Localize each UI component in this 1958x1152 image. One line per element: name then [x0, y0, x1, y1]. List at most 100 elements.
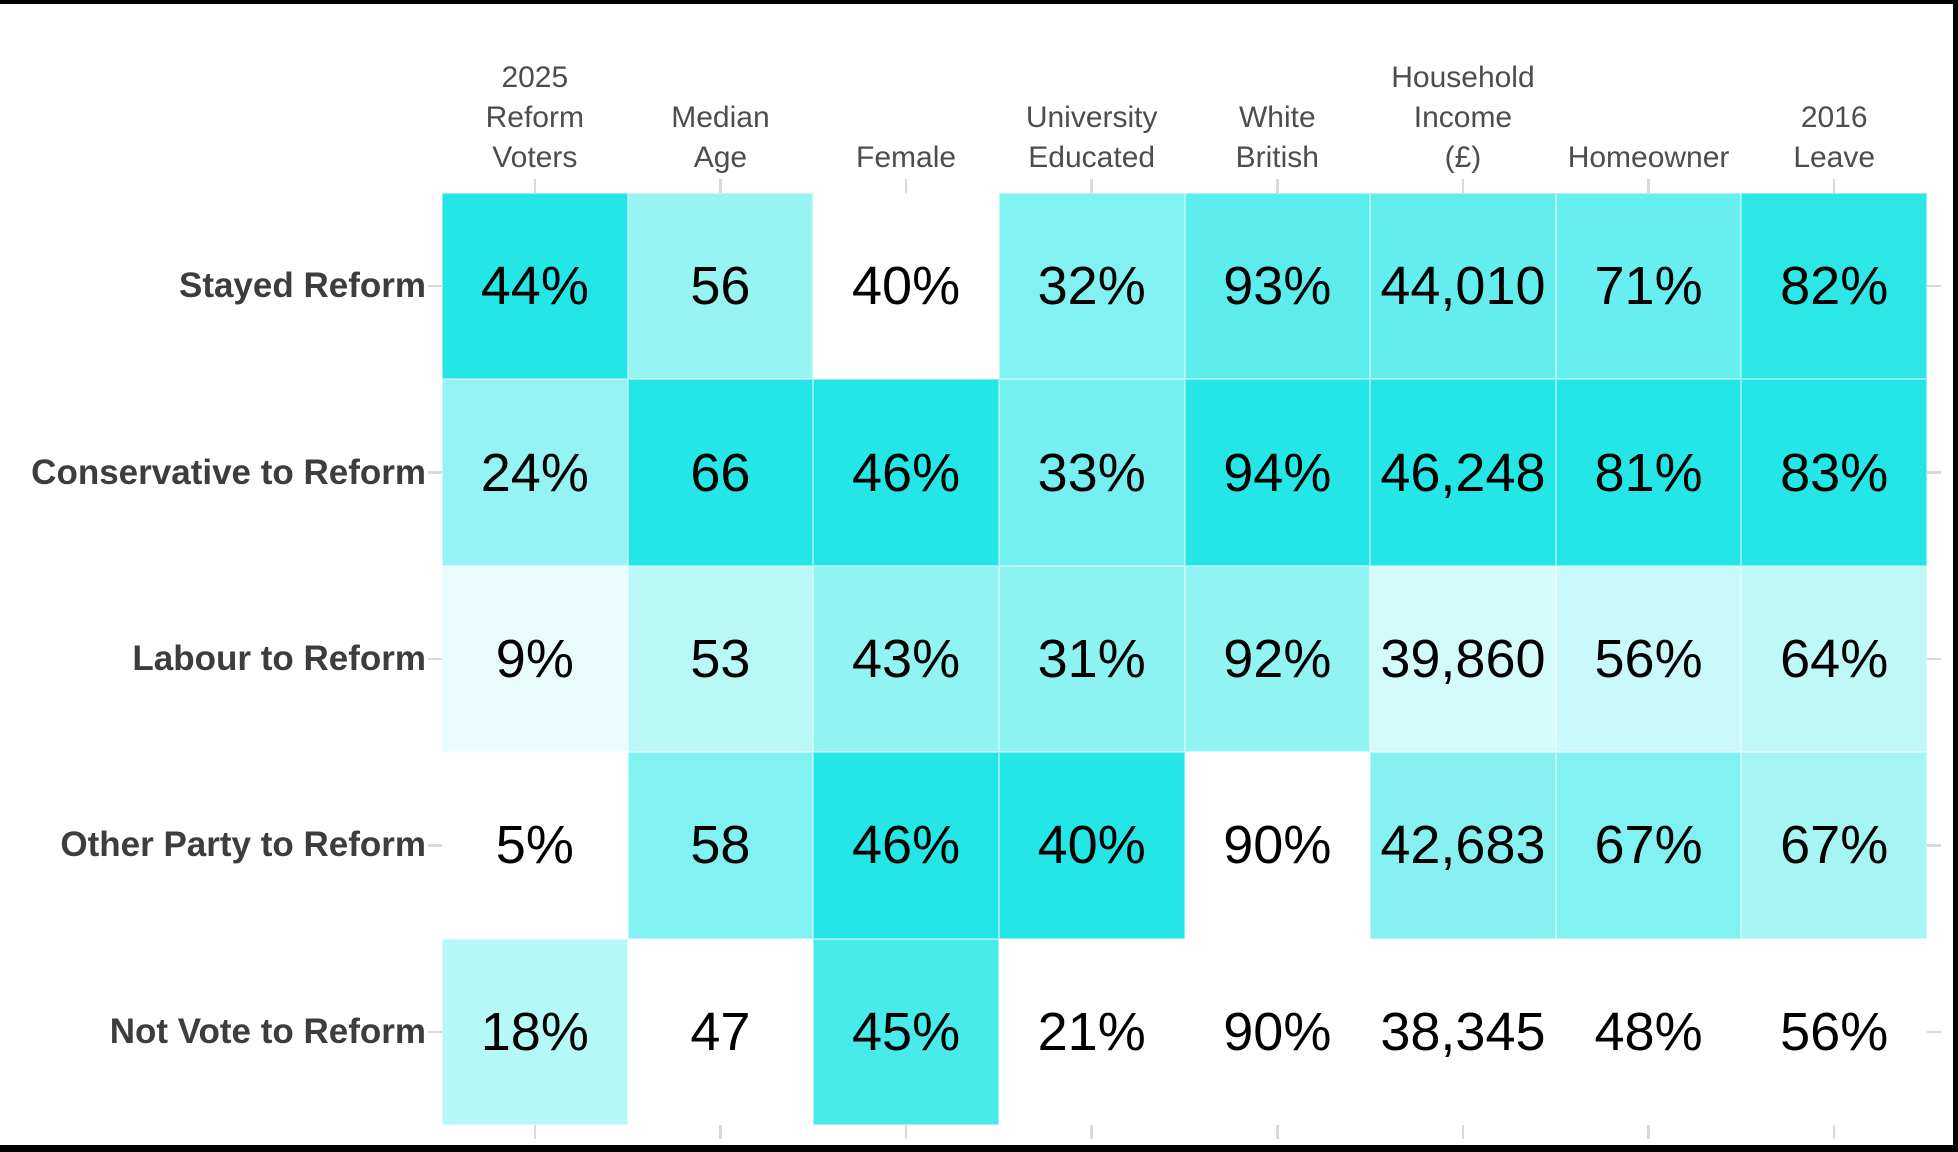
y-axis-right-tick: [1927, 844, 1941, 847]
heatmap-cell-r1-c1: 66: [627, 379, 814, 566]
column-header-2: Female: [773, 30, 1039, 178]
heatmap-cell-r3-c7: 67%: [1741, 752, 1927, 939]
row-label-text: Conservative to Reform: [31, 452, 426, 492]
screenshot-border-right: [1953, 0, 1958, 1152]
heatmap-cell-r3-c2: 46%: [813, 752, 999, 939]
cell-value: 67%: [1780, 815, 1889, 876]
cell-value: 40%: [852, 256, 961, 317]
screenshot-border-top: [0, 0, 1958, 4]
y-axis-left-tick: [428, 1030, 442, 1034]
cell-value: 46%: [852, 815, 961, 876]
heatmap-cell-r3-c0: 5%: [442, 752, 628, 939]
row-label-1: Conservative to Reform: [0, 379, 426, 565]
cell-value: 56%: [1594, 628, 1703, 689]
cell-value: 44%: [480, 256, 589, 317]
cell-value: 38,345: [1380, 1001, 1546, 1062]
cell-value: 9%: [495, 628, 574, 689]
row-label-4: Not Vote to Reform: [0, 939, 426, 1125]
heatmap-cell-r0-c1: 56: [627, 193, 814, 380]
x-axis-bottom-tick: [1832, 1125, 1836, 1139]
x-axis-bottom-tick: [1090, 1125, 1093, 1139]
column-header-6: Homeowner: [1516, 30, 1782, 178]
cell-value: 43%: [852, 628, 961, 689]
heatmap-cell-r2-c0: 9%: [442, 565, 628, 753]
x-axis-top-tick: [1647, 179, 1650, 193]
column-header-line: Median: [671, 101, 770, 134]
column-header-3: University Educated: [959, 30, 1225, 178]
heatmap-cell-r4-c0: 18%: [442, 938, 628, 1125]
heatmap-cell-r4-c4: 90%: [1184, 938, 1371, 1125]
row-label-text: Labour to Reform: [132, 638, 426, 678]
heatmap-cell-r4-c5: 38,345: [1370, 938, 1556, 1125]
heatmap-cell-r4-c1: 47: [627, 938, 814, 1125]
x-axis-top-tick: [533, 179, 537, 193]
heatmap-cell-r4-c3: 21%: [998, 938, 1185, 1125]
cell-value: 81%: [1594, 442, 1703, 503]
column-header-line: British: [1235, 141, 1319, 174]
cell-value: 82%: [1780, 256, 1889, 317]
cell-value: 56%: [1780, 1001, 1889, 1062]
column-header-7: 2016 Leave: [1701, 30, 1958, 178]
heatmap-cell-r1-c0: 24%: [442, 379, 628, 566]
cell-value: 64%: [1780, 628, 1889, 689]
y-axis-right-tick: [1927, 657, 1941, 661]
heatmap-cell-r0-c7: 82%: [1741, 193, 1927, 380]
cell-value: 66: [690, 442, 751, 503]
heatmap-cell-r4-c2: 45%: [813, 938, 999, 1125]
cell-value: 42,683: [1380, 815, 1546, 876]
column-header-line: Homeowner: [1567, 141, 1730, 174]
cell-value: 18%: [480, 1001, 589, 1062]
heatmap-cell-r1-c2: 46%: [813, 379, 999, 566]
heatmap-cell-r1-c4: 94%: [1184, 379, 1371, 566]
heatmap-cell-r1-c6: 81%: [1555, 379, 1742, 566]
row-label-0: Stayed Reform: [0, 193, 426, 379]
heatmap-cell-r3-c4: 90%: [1184, 752, 1371, 939]
heatmap-cell-r0-c6: 71%: [1555, 193, 1742, 380]
cell-value: 94%: [1223, 442, 1332, 503]
heatmap-cell-r4-c6: 48%: [1555, 938, 1742, 1125]
column-header-line: 2025: [501, 61, 569, 94]
column-header-line: White: [1238, 101, 1316, 134]
y-axis-right-tick: [1927, 284, 1941, 288]
x-axis-bottom-tick: [1647, 1125, 1650, 1139]
y-axis-left-tick: [428, 844, 442, 847]
cell-value: 46%: [852, 442, 961, 503]
heatmap-cell-r2-c6: 56%: [1555, 565, 1742, 753]
cell-value: 48%: [1594, 1001, 1703, 1062]
row-label-text: Not Vote to Reform: [109, 1011, 426, 1051]
column-header-4: White British: [1145, 30, 1411, 178]
column-header-line: University: [1025, 101, 1158, 134]
row-label-2: Labour to Reform: [0, 566, 426, 752]
heatmap-cell-r3-c3: 40%: [998, 752, 1185, 939]
cell-value: 83%: [1780, 442, 1889, 503]
cell-value: 92%: [1223, 628, 1332, 689]
cell-value: 47: [690, 1001, 751, 1062]
cell-value: 93%: [1223, 256, 1332, 317]
x-axis-top-tick: [1832, 179, 1836, 193]
heatmap-cell-r2-c5: 39,860: [1370, 565, 1556, 753]
cell-value: 53: [690, 628, 751, 689]
cell-value: 44,010: [1380, 256, 1546, 317]
heatmap-cell-r4-c7: 56%: [1741, 938, 1927, 1125]
heatmap-cell-r3-c1: 58: [627, 752, 814, 939]
cell-value: 24%: [480, 442, 589, 503]
cell-value: 45%: [852, 1001, 961, 1062]
heatmap-cell-r2-c7: 64%: [1741, 565, 1927, 753]
x-axis-top-tick: [1461, 179, 1465, 193]
cell-value: 31%: [1037, 628, 1146, 689]
column-header-line: Leave: [1793, 141, 1876, 174]
column-header-5: Household Income (£): [1330, 30, 1596, 178]
heatmap-cell-r3-c6: 67%: [1555, 752, 1742, 939]
cell-value: 90%: [1223, 815, 1332, 876]
column-header-0: 2025 Reform Voters: [402, 30, 668, 178]
column-header-line: Educated: [1028, 141, 1156, 174]
heatmap-cell-r0-c5: 44,010: [1370, 193, 1556, 380]
x-axis-bottom-tick: [904, 1125, 908, 1139]
row-label-text: Other Party to Reform: [60, 825, 426, 865]
x-axis-bottom-tick: [719, 1125, 722, 1139]
heatmap-cell-r0-c4: 93%: [1184, 193, 1371, 380]
y-axis-left-tick: [428, 471, 442, 474]
heatmap-cell-r3-c5: 42,683: [1370, 752, 1556, 939]
row-label-text: Stayed Reform: [178, 266, 426, 306]
